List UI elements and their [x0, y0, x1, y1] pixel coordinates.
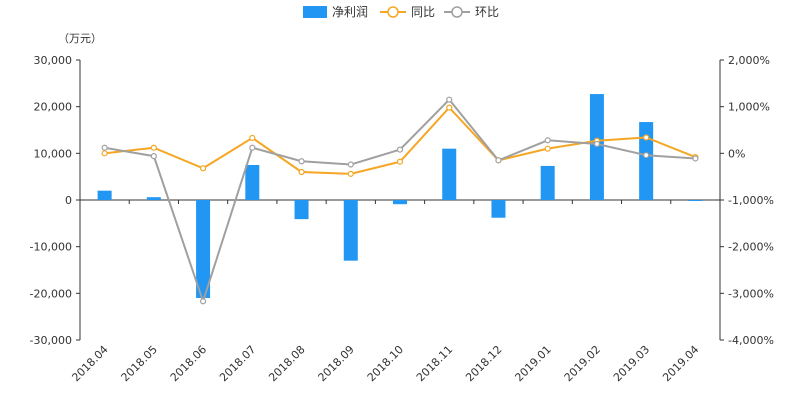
x-axis-label: 2019.02	[562, 343, 603, 384]
mom-point-2018.07	[249, 144, 256, 151]
bar-series	[97, 94, 703, 298]
legend-label-net-profit: 净利润	[332, 5, 368, 19]
bar-2018.10	[393, 200, 407, 205]
yoy-point-2019.03	[643, 134, 650, 141]
x-axis-label: 2019.03	[611, 343, 652, 384]
x-axis-label: 2018.12	[463, 343, 504, 384]
mom-point-2019.04	[692, 155, 699, 162]
bar-2018.06	[196, 200, 211, 298]
bar-2018.08	[294, 200, 309, 220]
bar-2018.12	[491, 200, 506, 218]
left-axis-tick-label: 20,000	[34, 101, 73, 114]
mom-point-2018.06	[199, 298, 207, 305]
yoy-point-2018.11	[446, 104, 453, 111]
x-axis-label: 2018.10	[365, 343, 406, 384]
legend-bar-swatch	[303, 6, 327, 18]
x-axis-label: 2018.09	[316, 343, 357, 384]
yoy-point-2018.09	[347, 170, 354, 177]
right-axis-tick-label: -1,000%	[728, 194, 774, 207]
left-axis-tick-label: -20,000	[30, 287, 72, 300]
x-axis-label: 2018.11	[414, 343, 455, 384]
mom-point-2019.03	[643, 152, 650, 159]
x-axis-label: 2018.05	[119, 343, 160, 384]
bar-2019.03	[639, 122, 654, 200]
yoy-point-2018.08	[298, 168, 305, 176]
legend-label-yoy: 同比	[411, 5, 435, 19]
right-axis-tick-label: 1,000%	[728, 101, 770, 114]
yoy-point-2019.01	[544, 145, 551, 152]
left-axis-tick-label: 10,000	[34, 147, 73, 160]
x-axis-labels: 2018.04 2018.05 2018.06 2018.07 2018.08 2018.…	[69, 343, 701, 384]
left-axis-tick-label: 0	[65, 194, 72, 207]
bar-2018.09	[343, 200, 358, 261]
right-axis-tick-label: 0%	[728, 147, 745, 160]
legend: 净利润 同比 环比	[303, 5, 499, 19]
right-axis-tick-label: 2,000%	[728, 54, 770, 67]
yoy-point-2018.04	[101, 150, 108, 157]
mom-point-2018.11	[446, 96, 453, 103]
mom-point-2019.02	[593, 140, 601, 148]
line-series	[101, 96, 699, 305]
x-axis-label: 2018.08	[266, 343, 307, 384]
legend-yoy-marker	[387, 6, 399, 18]
left-axis-tick-label: -30,000	[30, 334, 72, 347]
right-axis-tick-label: -4,000%	[728, 334, 774, 347]
mom-point-2018.04	[101, 144, 108, 151]
bar-2018.07	[245, 165, 260, 200]
x-axis-label: 2018.04	[69, 343, 110, 384]
bar-2019.04	[688, 200, 703, 201]
x-axis-label: 2018.06	[168, 343, 209, 384]
mom-point-2018.05	[150, 153, 157, 160]
right-axis-tick-label: -2,000%	[728, 241, 774, 254]
yoy-point-2018.05	[150, 144, 157, 151]
left-axis-tick-label: -10,000	[30, 241, 72, 254]
legend-mom-marker	[451, 6, 463, 18]
yoy-point-2018.10	[396, 158, 404, 165]
yoy-point-2018.06	[199, 165, 207, 172]
left-axis-unit-label: （万元）	[58, 32, 102, 45]
mom-point-2018.08	[298, 158, 305, 165]
mom-point-2018.10	[396, 146, 404, 153]
bar-2018.11	[442, 148, 457, 200]
bar-2018.05	[146, 197, 161, 200]
yoy-point-2018.07	[249, 134, 256, 142]
legend-label-mom: 环比	[475, 5, 499, 19]
x-axis-label: 2018.07	[217, 343, 258, 384]
right-axis-tick-label: -3,000%	[728, 287, 774, 300]
x-axis-label: 2019.01	[512, 343, 553, 384]
left-axis-tick-label: 30,000	[34, 54, 73, 67]
bar-2019.01	[540, 165, 555, 200]
x-axis-label: 2019.04	[660, 343, 701, 384]
mom-point-2018.12	[495, 157, 502, 164]
bar-2018.04	[97, 190, 112, 200]
mom-point-2019.01	[544, 137, 551, 144]
mom-point-2018.09	[347, 161, 354, 168]
